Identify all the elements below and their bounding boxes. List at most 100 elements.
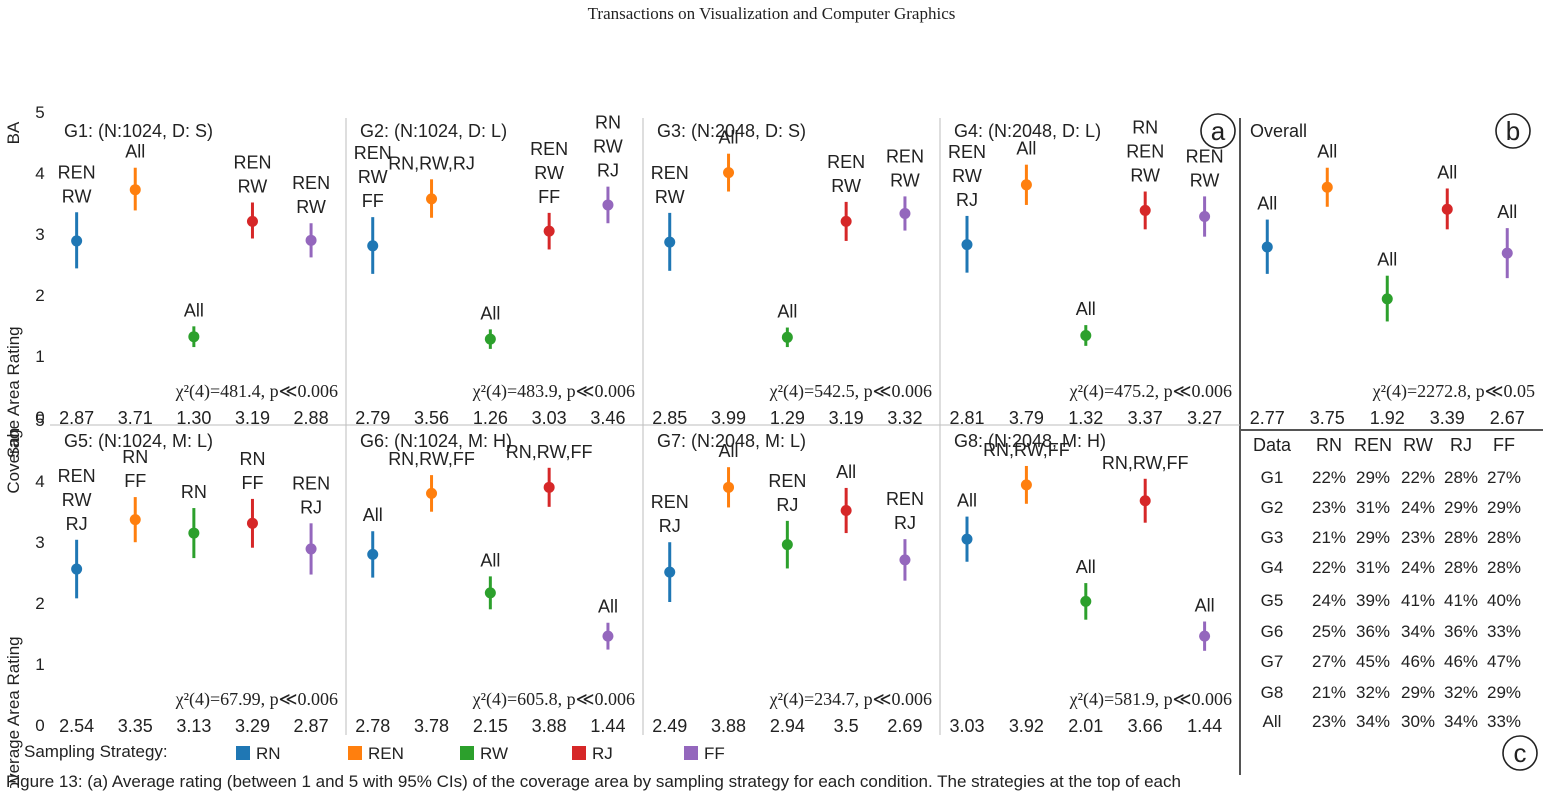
mean-point-ren [1020, 179, 1032, 191]
table-row-label: G4 [1261, 558, 1284, 577]
legend-label: RW [480, 744, 508, 763]
table-header: FF [1493, 435, 1515, 455]
stat-annotation: χ²(4)=483.9, p≪0.006 [472, 381, 635, 402]
group-label: RN [122, 447, 148, 467]
legend-label: RJ [592, 744, 613, 763]
group-label: REN [58, 162, 96, 182]
panel-title: G1: (N:1024, D: S) [64, 121, 213, 141]
group-label: FF [362, 191, 384, 211]
legend-swatch-rn [236, 746, 250, 760]
group-label: REN [1126, 142, 1164, 162]
table-cell: 28% [1487, 558, 1521, 577]
mean-point-ff [1199, 630, 1211, 642]
mean-point-ff [602, 630, 614, 642]
group-label: All [184, 300, 204, 320]
value-label: 1.32 [1068, 408, 1103, 428]
panel-title: G7: (N:2048, M: L) [657, 431, 806, 451]
group-label: RN [181, 482, 207, 502]
mean-point-ff [305, 234, 317, 246]
stat-annotation: χ²(4)=605.8, p≪0.006 [472, 689, 635, 710]
row-label-ba: BA [4, 121, 23, 144]
table-cell: 40% [1487, 591, 1521, 610]
legend-swatch-rj [572, 746, 586, 760]
table-cell: 34% [1356, 712, 1390, 731]
value-label: 3.03 [532, 408, 567, 428]
value-label: 1.30 [176, 408, 211, 428]
panel-title: G3: (N:2048, D: S) [657, 121, 806, 141]
group-label: RN,RW,FF [983, 440, 1070, 460]
group-label: All [1016, 139, 1036, 159]
table-cell: 29% [1356, 528, 1390, 547]
value-label: 3.71 [118, 408, 153, 428]
group-label: RW [890, 170, 920, 190]
group-label: All [836, 462, 856, 482]
mean-point-ren [723, 481, 735, 493]
table-cell: 23% [1312, 712, 1346, 731]
mean-point-ren [129, 514, 141, 526]
y-tick-label: 0 [35, 716, 44, 735]
group-label: All [480, 550, 500, 570]
value-label: 3.46 [590, 408, 625, 428]
table-cell: 45% [1356, 652, 1390, 671]
table-cell: 31% [1356, 498, 1390, 517]
group-label: REN [1186, 146, 1224, 166]
mean-point-rn [367, 240, 379, 252]
y-tick-label: 2 [35, 594, 44, 613]
panel-title: G6: (N:1024, M: H) [360, 431, 512, 451]
mean-point-ff [602, 199, 614, 211]
table-header: REN [1354, 435, 1392, 455]
table-cell: 41% [1401, 591, 1435, 610]
value-label: 2.88 [294, 408, 329, 428]
y-tick-label: 0 [35, 408, 44, 427]
value-label: 2.81 [949, 408, 984, 428]
panel-letter-circle [1502, 735, 1538, 771]
value-label: 3.66 [1128, 716, 1163, 736]
y-tick-label: 1 [35, 655, 44, 674]
table-cell: 22% [1312, 468, 1346, 487]
group-label: RN,RW,FF [506, 442, 593, 462]
group-label: RW [655, 187, 685, 207]
value-label: 3.32 [887, 408, 922, 428]
value-label: 3.92 [1009, 716, 1044, 736]
group-label: All [1497, 202, 1517, 222]
legend-label: FF [704, 744, 725, 763]
value-label: 3.03 [949, 716, 984, 736]
mean-point-rn [664, 236, 676, 248]
table-cell: 31% [1356, 558, 1390, 577]
value-label: 3.88 [711, 716, 746, 736]
group-label: RW [1190, 170, 1220, 190]
panel-title: Overall [1250, 121, 1307, 141]
table-cell: 33% [1487, 712, 1521, 731]
mean-point-ff [1501, 247, 1513, 259]
stat-annotation: χ²(4)=542.5, p≪0.006 [769, 381, 932, 402]
table-cell: 29% [1487, 683, 1521, 702]
mean-point-ff [899, 207, 911, 219]
group-label: All [719, 128, 739, 148]
group-label: RJ [894, 513, 916, 533]
table-cell: 34% [1401, 622, 1435, 641]
group-label: REN [948, 142, 986, 162]
table-cell: 21% [1312, 683, 1346, 702]
stat-annotation: χ²(4)=2272.8, p≪0.05 [1372, 381, 1535, 402]
value-label: 1.44 [1187, 716, 1222, 736]
mean-point-rw [781, 539, 793, 551]
mean-point-ff [305, 543, 317, 555]
mean-point-ff [1199, 211, 1211, 223]
mean-point-rj [543, 481, 555, 493]
group-label: REN [354, 143, 392, 163]
legend-swatch-ren [348, 746, 362, 760]
value-label: 3.39 [1430, 408, 1465, 428]
table-row-label: All [1263, 712, 1282, 731]
table-cell: 27% [1487, 468, 1521, 487]
group-label: RJ [659, 516, 681, 536]
table-cell: 33% [1487, 622, 1521, 641]
group-label: RN [239, 449, 265, 469]
group-label: REN [233, 153, 271, 173]
table-row-label: G7 [1261, 652, 1284, 671]
group-label: REN [292, 173, 330, 193]
group-label: RJ [956, 190, 978, 210]
y-tick-label: 1 [35, 347, 44, 366]
value-label: 3.37 [1128, 408, 1163, 428]
value-label: 1.44 [590, 716, 625, 736]
value-label: 2.54 [59, 716, 94, 736]
